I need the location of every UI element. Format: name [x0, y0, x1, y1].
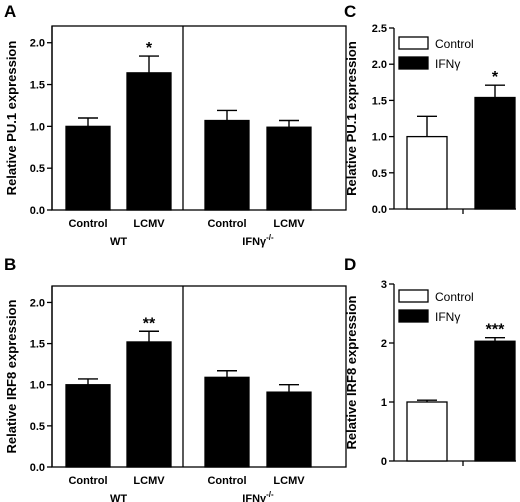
y-tick-label-d-0: 0 [381, 456, 387, 468]
legend-swatch-d-1 [398, 309, 429, 323]
significance-d-1: *** [486, 322, 505, 339]
panel-letter-c: C [344, 2, 356, 21]
y-tick-label-d-1: 1 [381, 397, 387, 409]
category-label-b-3: LCMV [273, 475, 305, 487]
y-tick-label-b-0: 0.0 [30, 462, 45, 474]
legend-swatch-c-0 [398, 36, 429, 50]
category-label-a-1: LCMV [133, 218, 165, 230]
y-tick-label-c-4: 2.0 [372, 59, 387, 71]
y-tick-label-d-3: 3 [381, 279, 387, 291]
y-tick-label-a-3: 1.5 [30, 80, 45, 92]
group-label-b-1: IFNγ-/- [242, 490, 274, 502]
bar-a-3 [266, 126, 312, 211]
category-label-a-0: Control [68, 218, 107, 230]
y-tick-label-d-2: 2 [381, 338, 387, 350]
y-tick-label-c-1: 0.5 [372, 168, 387, 180]
y-tick-label-a-2: 1.0 [30, 121, 45, 133]
group-label-b-0: WT [110, 493, 127, 502]
y-tick-label-b-3: 1.5 [30, 339, 45, 351]
bar-b-2 [204, 376, 250, 468]
y-tick-label-c-0: 0.0 [372, 204, 387, 216]
bar-c-0 [406, 135, 448, 210]
bar-a-1 [126, 72, 172, 211]
y-tick-label-a-0: 0.0 [30, 205, 45, 217]
bar-d-0 [406, 401, 448, 462]
group-label-a-0: WT [110, 236, 127, 248]
y-tick-label-c-3: 1.5 [372, 95, 387, 107]
bar-b-3 [266, 391, 312, 468]
plot-frame-a [51, 25, 347, 211]
legend-label-c-0: Control [435, 37, 474, 51]
y-axis-label-c: Relative PU.1 expression [344, 41, 359, 196]
panel-letter-a: A [4, 2, 16, 21]
bar-b-1 [126, 341, 172, 468]
significance-a-1: * [146, 40, 153, 57]
bar-d-1 [474, 340, 516, 462]
legend-swatch-d-0 [398, 289, 429, 303]
panel-letter-b: B [4, 255, 16, 274]
y-tick-label-a-4: 2.0 [30, 38, 45, 50]
y-tick-label-a-1: 0.5 [30, 163, 45, 175]
bar-a-2 [204, 119, 250, 211]
legend-label-d-1: IFNγ [435, 310, 460, 324]
y-axis-label-a: Relative PU.1 expression [4, 41, 19, 196]
y-axis-label-b: Relative IRF8 expression [4, 299, 19, 453]
bar-a-0 [65, 125, 111, 211]
y-tick-label-b-1: 0.5 [30, 421, 45, 433]
category-label-b-0: Control [68, 475, 107, 487]
y-tick-label-c-2: 1.0 [372, 132, 387, 144]
y-tick-label-c-5: 2.5 [372, 23, 387, 35]
legend-swatch-c-1 [398, 56, 429, 70]
bar-b-0 [65, 384, 111, 468]
significance-b-1: ** [143, 315, 156, 332]
category-label-a-3: LCMV [273, 218, 305, 230]
category-label-b-2: Control [207, 475, 246, 487]
legend-label-d-0: Control [435, 290, 474, 304]
group-label-a-1: IFNγ-/- [242, 233, 274, 248]
legend-label-c-1: IFNγ [435, 57, 460, 71]
category-label-b-1: LCMV [133, 475, 165, 487]
y-tick-label-b-4: 2.0 [30, 297, 45, 309]
bar-c-1 [474, 96, 516, 210]
plot-frame-b [51, 285, 347, 468]
y-tick-label-b-2: 1.0 [30, 380, 45, 392]
panel-letter-d: D [344, 255, 356, 274]
category-label-a-2: Control [207, 218, 246, 230]
y-axis-label-d: Relative IRF8 expression [344, 295, 359, 449]
significance-c-1: * [492, 69, 499, 86]
